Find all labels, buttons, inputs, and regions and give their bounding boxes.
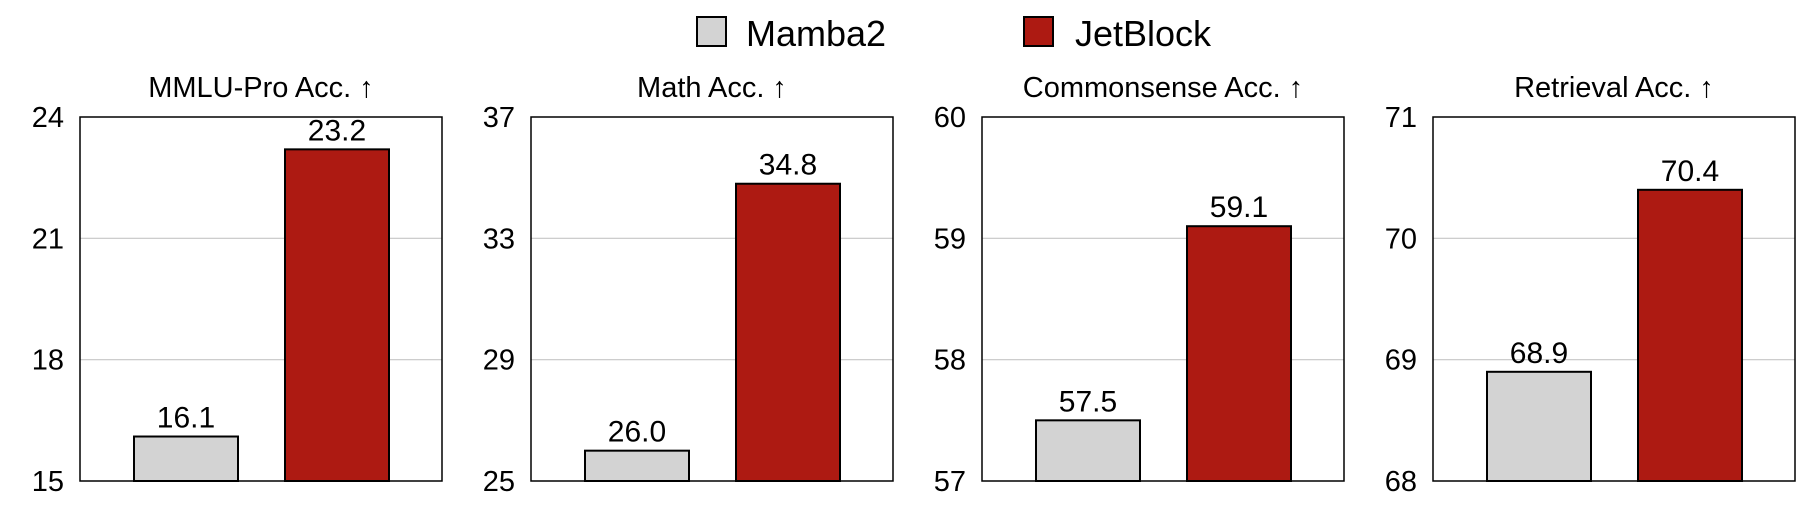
ytick-label-2-2: 59	[934, 223, 966, 255]
ytick-label-3-0: 68	[1385, 466, 1417, 498]
bar-2-1	[1186, 225, 1292, 482]
plot-frame-2	[981, 116, 1345, 482]
ytick-label-0-0: 15	[32, 466, 64, 498]
value-label-0-1: 23.2	[308, 114, 366, 147]
plot-frame-1	[530, 116, 894, 482]
panel-title-0: MMLU-Pro Acc. ↑	[148, 72, 374, 104]
ytick-label-0-3: 24	[32, 102, 64, 134]
ytick-label-1-2: 33	[483, 223, 515, 255]
panel-2: 57.5 59.1 57 58 59 60 Commonsense Acc. ↑	[934, 72, 1345, 498]
value-label-1-1: 34.8	[759, 149, 817, 182]
value-label-1-0: 26.0	[608, 416, 666, 449]
panel-0: 16.1 23.2 15 18 21 24 MMLU-Pro Acc. ↑	[32, 72, 443, 498]
ytick-label-3-2: 70	[1385, 223, 1417, 255]
ytick-label-3-1: 69	[1385, 345, 1417, 377]
plot-frame-3	[1432, 116, 1796, 482]
ytick-label-0-2: 21	[32, 223, 64, 255]
ytick-label-2-0: 57	[934, 466, 966, 498]
legend-label-1: JetBlock	[1075, 13, 1212, 54]
legend-swatch-1	[1023, 16, 1054, 47]
panel-1: 26.0 34.8 25 29 33 37 Math Acc. ↑	[483, 72, 894, 498]
plot-frame-0	[79, 116, 443, 482]
panel-title-2: Commonsense Acc. ↑	[1023, 72, 1303, 104]
panel-3: 68.9 70.4 68 69 70 71 Retrieval Acc. ↑	[1385, 72, 1796, 498]
bar-3-1	[1637, 188, 1743, 483]
bar-2-0	[1035, 419, 1141, 483]
panel-title-3: Retrieval Acc. ↑	[1514, 72, 1714, 104]
ytick-label-2-1: 58	[934, 345, 966, 377]
legend-label-0: Mamba2	[746, 13, 886, 54]
value-label-3-0: 68.9	[1510, 337, 1568, 370]
ytick-label-1-3: 37	[483, 102, 515, 134]
value-label-0-0: 16.1	[157, 402, 215, 435]
ytick-label-0-1: 18	[32, 345, 64, 377]
value-label-3-1: 70.4	[1661, 155, 1719, 188]
bar-1-0	[584, 449, 690, 482]
ytick-label-1-0: 25	[483, 466, 515, 498]
panel-title-1: Math Acc. ↑	[637, 72, 787, 104]
ytick-label-1-1: 29	[483, 345, 515, 377]
ytick-label-3-3: 71	[1385, 102, 1417, 134]
bar-0-1	[284, 148, 390, 482]
value-label-2-1: 59.1	[1210, 191, 1268, 224]
ytick-label-2-3: 60	[934, 102, 966, 134]
bar-3-0	[1486, 370, 1592, 482]
legend-swatch-0	[696, 16, 727, 47]
bar-1-1	[735, 182, 841, 482]
bar-0-0	[133, 435, 239, 482]
legend: Mamba2 JetBlock	[696, 13, 1212, 54]
value-label-2-0: 57.5	[1059, 385, 1117, 418]
